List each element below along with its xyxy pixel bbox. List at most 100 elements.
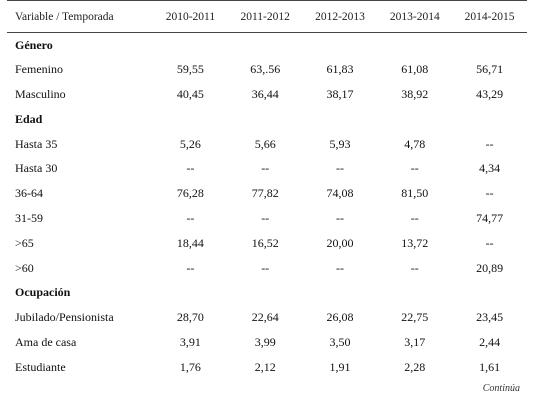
table-cell: 2,44	[479, 334, 501, 349]
table-cell: 61,08	[401, 62, 429, 77]
table-cell: 2,28	[404, 359, 426, 374]
table-cell: --	[335, 260, 344, 275]
table-cell	[303, 33, 378, 58]
section-row: Edad	[7, 107, 527, 132]
row-label: Jubilado/Pensionista	[15, 310, 114, 325]
table-cell: --	[485, 186, 494, 201]
table-row: Femenino 59,55 63,.56 61,83 61,08 56,71	[7, 57, 527, 82]
table-cell: 81,50	[401, 186, 429, 201]
table-cell: 1,91	[329, 359, 351, 374]
data-table: Variable / Temporada 2010-2011 2011-2012…	[7, 0, 527, 380]
table-cell: 3,99	[254, 334, 276, 349]
section-label: Género	[15, 37, 53, 52]
table-cell: 74,77	[476, 210, 504, 225]
table-cell: 22,75	[401, 310, 429, 325]
row-label: Hasta 30	[15, 161, 58, 176]
table-cell: 36,44	[251, 86, 279, 101]
table-cell: 23,45	[476, 310, 504, 325]
table-cell: 3,50	[329, 334, 351, 349]
table-cell: 61,83	[326, 62, 354, 77]
table-cell: 38,17	[326, 86, 354, 101]
section-row: Ocupación	[7, 280, 527, 305]
row-label: >65	[15, 235, 34, 250]
row-label: Ama de casa	[15, 334, 77, 349]
table-cell: --	[485, 136, 494, 151]
table-row: Ama de casa 3,91 3,99 3,50 3,17 2,44	[7, 330, 527, 355]
table-cell: 74,08	[326, 186, 354, 201]
header-season-2013-2014: 2013-2014	[377, 0, 453, 33]
table-cell: 40,45	[176, 86, 204, 101]
table-cell: 20,00	[326, 235, 354, 250]
header-season-2014-2015: 2014-2015	[452, 0, 527, 33]
header-season-2012-2013: 2012-2013	[302, 0, 378, 33]
table-row: 31-59 -- -- -- -- 74,77	[7, 206, 527, 231]
table-cell: --	[186, 210, 195, 225]
table-cell: --	[410, 260, 419, 275]
continued-note: Continúa	[482, 383, 520, 394]
table-cell: 59,55	[176, 62, 204, 77]
table-cell: 1,61	[479, 359, 501, 374]
table-cell: 20,89	[476, 260, 504, 275]
table-cell: 26,08	[326, 310, 354, 325]
table-cell: --	[261, 161, 270, 176]
table-cell: 63,.56	[250, 62, 281, 77]
table-cell	[452, 280, 527, 305]
table-cell: 13,72	[401, 235, 429, 250]
table-container: Variable / Temporada 2010-2011 2011-2012…	[7, 0, 527, 380]
table-cell: 3,17	[404, 334, 426, 349]
table-cell	[303, 107, 378, 132]
section-label: Ocupación	[15, 285, 71, 300]
table-row: Jubilado/Pensionista 28,70 22,64 26,08 22,75…	[7, 305, 527, 330]
table-cell: 3,91	[179, 334, 201, 349]
table-cell: 4,34	[479, 161, 501, 176]
header-season-2011-2012: 2011-2012	[227, 0, 303, 33]
table-cell: --	[410, 161, 419, 176]
row-label: 31-59	[15, 210, 43, 225]
table-cell	[153, 107, 228, 132]
row-label: Masculino	[15, 86, 66, 101]
table-cell: 1,76	[179, 359, 201, 374]
table-cell: --	[186, 161, 195, 176]
table-cell	[452, 33, 527, 58]
row-label: Hasta 35	[15, 136, 58, 151]
table-cell: --	[186, 260, 195, 275]
table-cell	[228, 280, 303, 305]
table-cell: --	[410, 210, 419, 225]
table-cell: 22,64	[251, 310, 279, 325]
table-cell: 77,82	[251, 186, 279, 201]
table-cell: 2,12	[254, 359, 276, 374]
header-row: Variable / Temporada 2010-2011 2011-2012…	[7, 0, 527, 33]
header-variable: Variable / Temporada	[7, 0, 153, 33]
table-cell: --	[335, 161, 344, 176]
table-cell: 76,28	[176, 186, 204, 201]
table-cell: 5,93	[329, 136, 351, 151]
section-row: Género	[7, 33, 527, 58]
row-label: Femenino	[15, 62, 63, 77]
table-header: Variable / Temporada 2010-2011 2011-2012…	[7, 0, 527, 33]
table-body: Género Femenino 59,55 63,.56 61,83 61,08 56,71…	[7, 33, 527, 380]
table-row: Hasta 30 -- -- -- -- 4,34	[7, 156, 527, 181]
table-cell: --	[261, 210, 270, 225]
table-row: Masculino 40,45 36,44 38,17 38,92 43,29	[7, 82, 527, 107]
row-label: Estudiante	[15, 359, 66, 374]
table-cell: 4,78	[404, 136, 426, 151]
table-cell: 38,92	[401, 86, 429, 101]
table-cell	[153, 280, 228, 305]
table-cell	[377, 107, 452, 132]
table-cell: 43,29	[476, 86, 504, 101]
table-cell	[228, 107, 303, 132]
table-cell: --	[485, 235, 494, 250]
table-cell: 5,66	[254, 136, 276, 151]
table-row: >60 -- -- -- -- 20,89	[7, 256, 527, 281]
table-row: Estudiante 1,76 2,12 1,91 2,28 1,61	[7, 355, 527, 380]
table-row: Hasta 35 5,26 5,66 5,93 4,78 --	[7, 132, 527, 157]
table-cell: 16,52	[251, 235, 279, 250]
table-cell	[377, 33, 452, 58]
table-row: 36-64 76,28 77,82 74,08 81,50 --	[7, 181, 527, 206]
table-cell	[228, 33, 303, 58]
table-cell: 56,71	[476, 62, 504, 77]
row-label: 36-64	[15, 186, 43, 201]
row-label: >60	[15, 260, 34, 275]
table-row: >65 18,44 16,52 20,00 13,72 --	[7, 231, 527, 256]
table-cell	[303, 280, 378, 305]
